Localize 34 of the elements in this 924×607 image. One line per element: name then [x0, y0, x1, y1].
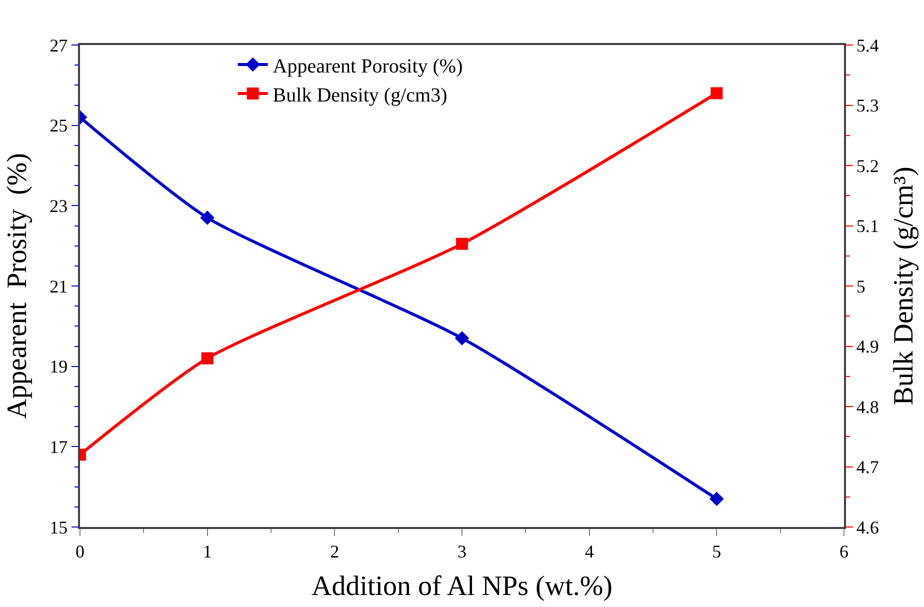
x-tick-label: 3 — [458, 541, 466, 562]
y2-tick-label: 5.2 — [856, 156, 879, 176]
point — [456, 238, 468, 250]
y-axis-title: Appearent Prosity (%) — [2, 153, 33, 419]
y2-tick-label: 5.3 — [856, 96, 879, 116]
y-tick-label: 27 — [50, 35, 68, 56]
legend-label: Bulk Density (g/cm3) — [272, 84, 448, 106]
y2-tick-label: 5 — [856, 276, 866, 296]
y-tick-label: 21 — [50, 276, 68, 296]
y-tick-label: 19 — [50, 356, 68, 377]
y2-tick-label: 4.8 — [856, 396, 879, 417]
y-tick-label: 15 — [50, 517, 68, 538]
x-tick-label: 6 — [840, 541, 848, 562]
point — [454, 331, 470, 346]
y2-tick-label: 4.9 — [856, 336, 879, 357]
y2-tick-label: 4.6 — [856, 517, 879, 538]
x-tick-label: 1 — [202, 541, 212, 562]
point — [710, 87, 723, 100]
y2-axis-title: Bulk Density (g/cm³) — [888, 166, 920, 406]
y-tick-label: 23 — [50, 196, 68, 216]
x-tick-label: 5 — [712, 541, 722, 562]
legend-label: Appearent Porosity (%) — [272, 55, 463, 78]
x-tick-label: 4 — [584, 541, 594, 562]
x-axis-title: Addition of Al NPs (wt.%) — [312, 570, 612, 602]
point — [200, 210, 214, 225]
y2-tick-label: 4.7 — [856, 457, 879, 478]
point — [201, 352, 214, 364]
x-tick-label: 0 — [76, 541, 84, 562]
y-tick-label: 17 — [50, 436, 68, 457]
y2-tick-label: 5.4 — [856, 35, 879, 56]
point — [710, 492, 724, 506]
y2-tick-label: 5.1 — [856, 216, 879, 236]
x-tick-label: 2 — [330, 541, 340, 562]
y-tick-label: 25 — [50, 116, 68, 136]
